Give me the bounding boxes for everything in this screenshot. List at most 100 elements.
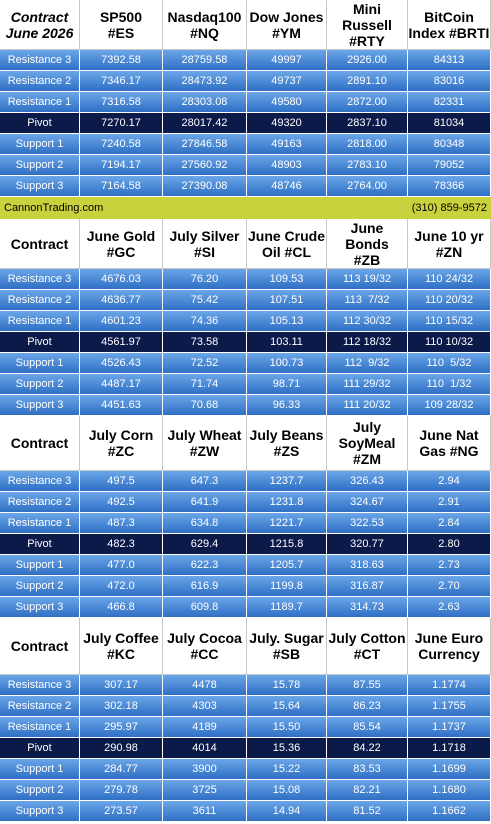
row-label: Resistance 1 xyxy=(0,311,80,332)
level-value: 15.64 xyxy=(247,696,327,717)
level-value: 290.98 xyxy=(80,738,163,759)
level-value: 7270.17 xyxy=(80,113,163,134)
level-value: 497.5 xyxy=(80,471,163,492)
level-value: 49580 xyxy=(247,92,327,113)
row-label: Resistance 3 xyxy=(0,50,80,71)
level-value: 314.73 xyxy=(327,597,408,618)
level-value: 7316.58 xyxy=(80,92,163,113)
row-label: Support 2 xyxy=(0,155,80,176)
level-value: 1.1737 xyxy=(408,717,491,738)
level-value: 2.94 xyxy=(408,471,491,492)
phone: (310) 859-9572 xyxy=(411,202,487,214)
level-value: 1.1699 xyxy=(408,759,491,780)
column-header: July Beans #ZS xyxy=(247,416,327,471)
level-value: 111 20/32 xyxy=(327,395,408,416)
level-value: 324.67 xyxy=(327,492,408,513)
level-value: 7392.58 xyxy=(80,50,163,71)
level-value: 634.8 xyxy=(163,513,247,534)
row-label: Resistance 2 xyxy=(0,696,80,717)
level-value: 2.80 xyxy=(408,534,491,555)
level-value: 48903 xyxy=(247,155,327,176)
level-value: 4303 xyxy=(163,696,247,717)
level-value: 3900 xyxy=(163,759,247,780)
level-value: 284.77 xyxy=(80,759,163,780)
level-value: 1.1755 xyxy=(408,696,491,717)
level-value: 609.8 xyxy=(163,597,247,618)
level-value: 2872.00 xyxy=(327,92,408,113)
level-value: 472.0 xyxy=(80,576,163,597)
row-label: Resistance 2 xyxy=(0,290,80,311)
level-value: 72.52 xyxy=(163,353,247,374)
row-label: Resistance 3 xyxy=(0,675,80,696)
level-value: 1.1718 xyxy=(408,738,491,759)
level-value: 110 20/32 xyxy=(408,290,491,311)
row-label: Support 3 xyxy=(0,597,80,618)
level-value: 113 7/32 xyxy=(327,290,408,311)
level-value: 113 19/32 xyxy=(327,269,408,290)
level-value: 492.5 xyxy=(80,492,163,513)
row-label: Resistance 2 xyxy=(0,71,80,92)
level-value: 7346.17 xyxy=(80,71,163,92)
level-value: 1215.8 xyxy=(247,534,327,555)
level-value: 87.55 xyxy=(327,675,408,696)
column-header: June Euro Currency xyxy=(408,618,491,675)
level-value: 85.54 xyxy=(327,717,408,738)
level-value: 4526.43 xyxy=(80,353,163,374)
column-header: July Corn #ZC xyxy=(80,416,163,471)
level-value: 83016 xyxy=(408,71,491,92)
level-value: 466.8 xyxy=(80,597,163,618)
level-value: 616.9 xyxy=(163,576,247,597)
level-value: 82331 xyxy=(408,92,491,113)
row-label: Support 3 xyxy=(0,176,80,197)
level-value: 15.22 xyxy=(247,759,327,780)
level-value: 110 15/32 xyxy=(408,311,491,332)
level-value: 307.17 xyxy=(80,675,163,696)
column-header: June Gold #GC xyxy=(80,219,163,269)
row-label: Resistance 1 xyxy=(0,717,80,738)
column-header: June 10 yr #ZN xyxy=(408,219,491,269)
level-value: 48746 xyxy=(247,176,327,197)
level-value: 15.36 xyxy=(247,738,327,759)
level-value: 2764.00 xyxy=(327,176,408,197)
level-value: 1.1680 xyxy=(408,780,491,801)
site-name: CannonTrading.com xyxy=(4,202,104,214)
level-value: 111 29/32 xyxy=(327,374,408,395)
row-label: Support 2 xyxy=(0,780,80,801)
column-header: SP500 #ES xyxy=(80,0,163,50)
level-value: 279.78 xyxy=(80,780,163,801)
row-label: Resistance 1 xyxy=(0,513,80,534)
level-value: 4014 xyxy=(163,738,247,759)
level-value: 109.53 xyxy=(247,269,327,290)
column-header: Mini Russell #RTY xyxy=(327,0,408,50)
level-value: 78366 xyxy=(408,176,491,197)
level-value: 7240.58 xyxy=(80,134,163,155)
row-label: Support 3 xyxy=(0,395,80,416)
level-value: 49997 xyxy=(247,50,327,71)
level-value: 110 24/32 xyxy=(408,269,491,290)
level-value: 1189.7 xyxy=(247,597,327,618)
level-value: 73.58 xyxy=(163,332,247,353)
row-label: Support 2 xyxy=(0,576,80,597)
level-value: 1221.7 xyxy=(247,513,327,534)
level-value: 2783.10 xyxy=(327,155,408,176)
level-value: 1237.7 xyxy=(247,471,327,492)
level-value: 4451.63 xyxy=(80,395,163,416)
level-value: 112 9/32 xyxy=(327,353,408,374)
level-value: 110 1/32 xyxy=(408,374,491,395)
column-header: July SoyMeal #ZM xyxy=(327,416,408,471)
level-value: 105.13 xyxy=(247,311,327,332)
level-value: 49737 xyxy=(247,71,327,92)
level-value: 647.3 xyxy=(163,471,247,492)
level-value: 28473.92 xyxy=(163,71,247,92)
row-label: Support 1 xyxy=(0,134,80,155)
level-value: 4478 xyxy=(163,675,247,696)
level-value: 318.63 xyxy=(327,555,408,576)
level-value: 322.53 xyxy=(327,513,408,534)
row-label: Pivot xyxy=(0,332,80,353)
banner: CannonTrading.com (310) 859-9572 xyxy=(0,197,491,219)
level-value: 320.77 xyxy=(327,534,408,555)
level-value: 2926.00 xyxy=(327,50,408,71)
row-label: Resistance 3 xyxy=(0,471,80,492)
row-label: Pivot xyxy=(0,113,80,134)
level-value: 110 10/32 xyxy=(408,332,491,353)
